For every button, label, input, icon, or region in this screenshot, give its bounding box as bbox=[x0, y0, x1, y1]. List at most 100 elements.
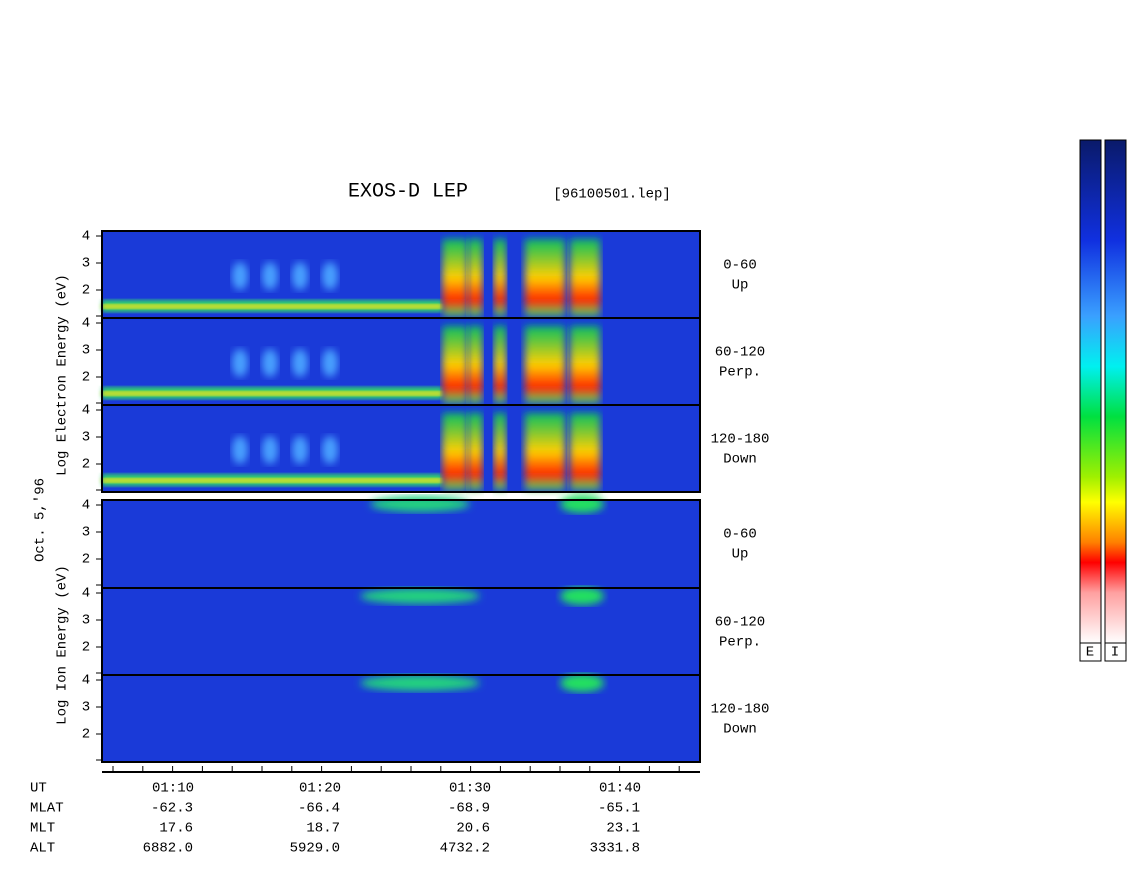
row-label: UT bbox=[30, 781, 47, 797]
energy-tick-label: 4 bbox=[82, 673, 90, 689]
colorbar-label: E bbox=[1086, 645, 1094, 661]
panel-features bbox=[360, 674, 604, 692]
energy-tick-label: 4 bbox=[82, 586, 90, 602]
row-label: MLT bbox=[30, 821, 55, 837]
row-value: 5929.0 bbox=[290, 841, 340, 857]
angle-range: 0-60 bbox=[723, 258, 757, 274]
burst bbox=[570, 326, 600, 403]
direction: Down bbox=[723, 722, 757, 738]
file-name: [96100501.lep] bbox=[553, 187, 671, 203]
spectrogram bbox=[102, 230, 700, 762]
ion-axis-label: Log Ion Energy (eV) bbox=[55, 565, 71, 725]
ion-feature bbox=[360, 675, 480, 691]
panel-features bbox=[102, 413, 600, 490]
energy-tick-label: 3 bbox=[82, 343, 90, 359]
colorbar-box bbox=[1079, 642, 1102, 662]
faint-feature bbox=[232, 436, 248, 464]
panel-features bbox=[102, 239, 600, 316]
burst bbox=[494, 326, 506, 403]
time-label: 01:20 bbox=[299, 781, 341, 797]
faint-feature bbox=[322, 349, 338, 377]
burst bbox=[467, 239, 483, 316]
row-value: -65.1 bbox=[598, 801, 640, 817]
panel-background bbox=[102, 500, 700, 587]
energy-tick-label: 3 bbox=[82, 613, 90, 629]
low-energy-band bbox=[102, 478, 442, 483]
burst bbox=[525, 413, 565, 490]
ion-feature bbox=[560, 587, 604, 605]
ion-feature bbox=[560, 495, 604, 513]
energy-tick-label: 2 bbox=[82, 283, 90, 299]
row-value: -66.4 bbox=[298, 801, 340, 817]
burst bbox=[467, 326, 483, 403]
row-value: 17.6 bbox=[159, 821, 193, 837]
energy-tick-label: 3 bbox=[82, 525, 90, 541]
energy-tick-label: 2 bbox=[82, 552, 90, 568]
burst bbox=[467, 413, 483, 490]
date-label: Oct. 5,'96 bbox=[33, 478, 49, 562]
energy-tick-label: 2 bbox=[82, 370, 90, 386]
time-label: 01:10 bbox=[152, 781, 194, 797]
ion-feature bbox=[560, 674, 604, 692]
ion-feature bbox=[370, 496, 470, 512]
energy-tick-label: 4 bbox=[82, 403, 90, 419]
energy-tick-label: 3 bbox=[82, 700, 90, 716]
low-energy-band bbox=[102, 304, 442, 309]
row-value: 23.1 bbox=[606, 821, 640, 837]
row-value: 3331.8 bbox=[590, 841, 640, 857]
row-label: ALT bbox=[30, 841, 55, 857]
colorbar-e bbox=[1079, 139, 1102, 644]
low-energy-band bbox=[102, 391, 442, 396]
time-label: 01:30 bbox=[449, 781, 491, 797]
angle-range: 120-180 bbox=[711, 432, 770, 448]
row-value: 18.7 bbox=[306, 821, 340, 837]
frame bbox=[101, 230, 701, 493]
row-value: 6882.0 bbox=[143, 841, 193, 857]
burst bbox=[442, 326, 468, 403]
electron-axis-label: Log Electron Energy (eV) bbox=[55, 274, 71, 476]
angle-range: 60-120 bbox=[715, 615, 765, 631]
panel-features bbox=[102, 326, 600, 403]
energy-tick-label: 3 bbox=[82, 256, 90, 272]
energy-tick-label: 3 bbox=[82, 430, 90, 446]
direction: Up bbox=[732, 547, 749, 563]
energy-tick-label: 4 bbox=[82, 316, 90, 332]
direction: Up bbox=[732, 278, 749, 294]
time-label: 01:40 bbox=[599, 781, 641, 797]
direction: Down bbox=[723, 452, 757, 468]
faint-feature bbox=[262, 349, 278, 377]
row-value: 20.6 bbox=[456, 821, 490, 837]
angle-range: 0-60 bbox=[723, 527, 757, 543]
colorbar-label: I bbox=[1111, 645, 1119, 661]
angle-range: 120-180 bbox=[711, 702, 770, 718]
colorbar-i bbox=[1104, 139, 1127, 644]
energy-tick-label: 4 bbox=[82, 498, 90, 514]
panel-features bbox=[360, 587, 604, 605]
faint-feature bbox=[262, 436, 278, 464]
energy-tick-label: 2 bbox=[82, 727, 90, 743]
direction: Perp. bbox=[719, 635, 761, 651]
burst bbox=[442, 413, 468, 490]
frame bbox=[101, 499, 701, 763]
faint-feature bbox=[292, 436, 308, 464]
burst bbox=[525, 326, 565, 403]
colorbar-box bbox=[1104, 642, 1127, 662]
burst bbox=[442, 239, 468, 316]
energy-tick-label: 2 bbox=[82, 457, 90, 473]
faint-feature bbox=[322, 436, 338, 464]
title: EXOS-D LEP bbox=[348, 180, 468, 203]
row-label: MLAT bbox=[30, 801, 64, 817]
faint-feature bbox=[262, 262, 278, 290]
faint-feature bbox=[232, 262, 248, 290]
row-value: -68.9 bbox=[448, 801, 490, 817]
direction: Perp. bbox=[719, 365, 761, 381]
row-value: 4732.2 bbox=[440, 841, 490, 857]
faint-feature bbox=[232, 349, 248, 377]
burst bbox=[570, 239, 600, 316]
angle-range: 60-120 bbox=[715, 345, 765, 361]
burst bbox=[494, 239, 506, 316]
axes: 4 3 2 0-60 Up 4 3 2 60-120 Perp. 4 3 2 120-180 Down 4 3 2… bbox=[30, 229, 769, 857]
energy-tick-label: 2 bbox=[82, 640, 90, 656]
faint-feature bbox=[292, 262, 308, 290]
